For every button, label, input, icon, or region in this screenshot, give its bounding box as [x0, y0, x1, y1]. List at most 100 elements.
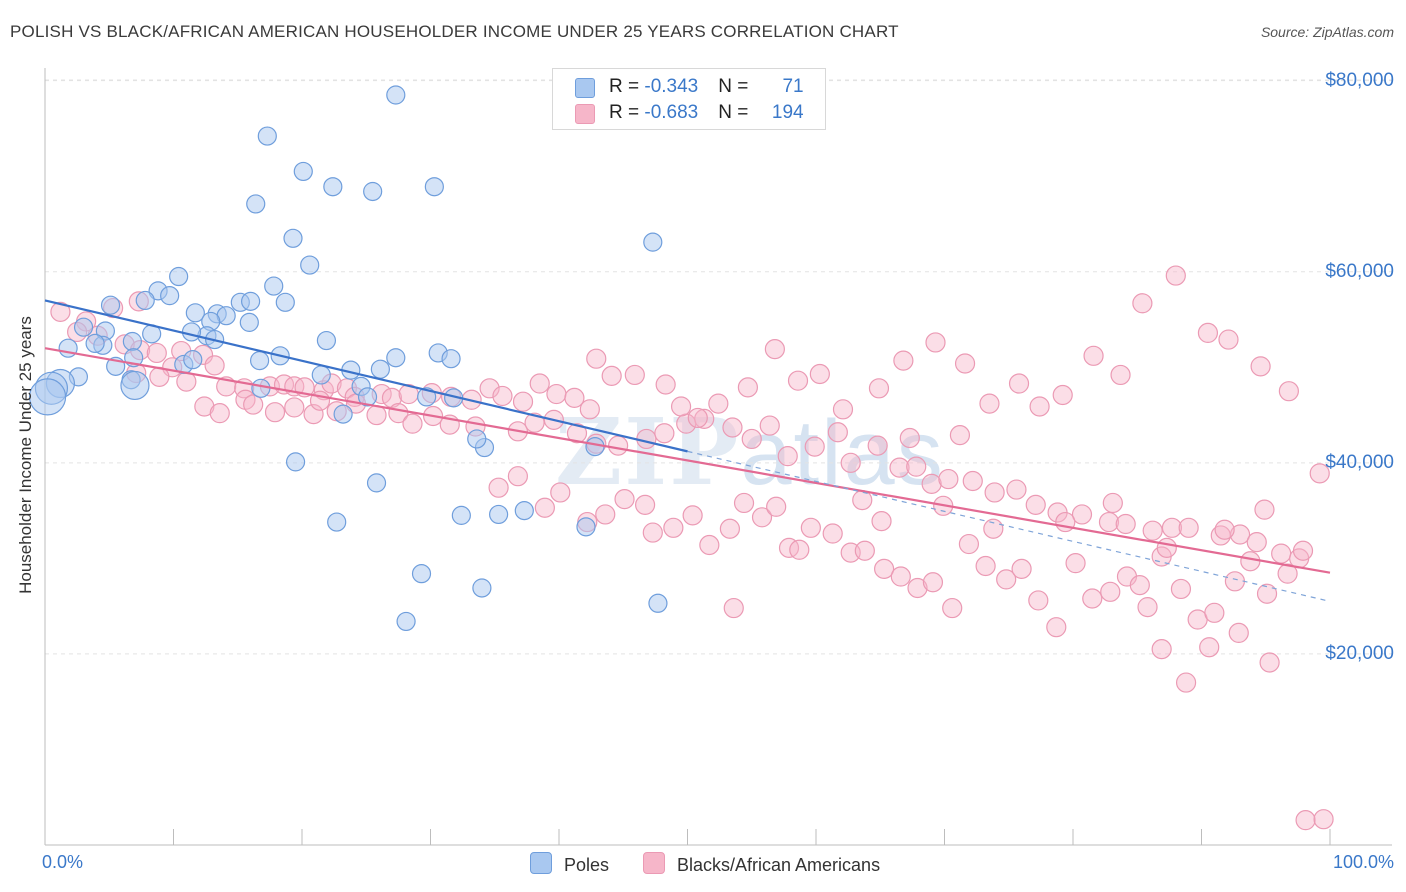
- data-point-blacks: [663, 517, 684, 538]
- data-point-blacks: [759, 415, 780, 436]
- data-point-blacks: [804, 436, 825, 457]
- data-point-blacks: [1011, 558, 1032, 579]
- data-point-blacks: [608, 435, 629, 456]
- data-point-poles: [316, 330, 337, 351]
- legend-swatch-poles: [530, 852, 552, 874]
- data-point-poles: [275, 292, 295, 312]
- legend-item-poles[interactable]: Poles: [530, 852, 609, 876]
- data-point-poles: [386, 85, 406, 105]
- data-point-blacks: [1129, 575, 1150, 596]
- data-point-blacks: [243, 394, 264, 415]
- data-point-blacks: [550, 482, 571, 503]
- r-value-poles: -0.343: [644, 76, 699, 97]
- data-point-poles: [28, 378, 67, 416]
- data-point-blacks: [402, 413, 423, 434]
- data-point-blacks: [708, 393, 729, 414]
- data-point-blacks: [601, 365, 622, 386]
- chart-title: POLISH VS BLACK/AFRICAN AMERICAN HOUSEHO…: [10, 22, 899, 41]
- data-point-blacks: [979, 393, 1000, 414]
- data-point-blacks: [1313, 809, 1334, 830]
- data-point-blacks: [822, 523, 843, 544]
- stats-swatch-blacks: [575, 104, 595, 124]
- data-point-blacks: [1029, 396, 1050, 417]
- data-point-blacks: [614, 489, 635, 510]
- data-point-poles: [58, 338, 78, 358]
- data-point-blacks: [1246, 532, 1267, 553]
- data-point-blacks: [687, 407, 708, 429]
- data-point-blacks: [778, 537, 800, 558]
- data-point-poles: [424, 177, 444, 197]
- data-point-blacks: [1170, 578, 1192, 600]
- data-point-blacks: [777, 446, 798, 467]
- data-point-blacks: [737, 377, 758, 398]
- data-point-blacks: [50, 301, 71, 322]
- data-point-blacks: [670, 396, 692, 417]
- data-point-poles: [489, 504, 509, 525]
- data-point-poles: [311, 365, 331, 385]
- data-point-poles: [370, 359, 390, 379]
- data-point-poles: [251, 378, 271, 398]
- data-point-poles: [257, 126, 277, 146]
- data-point-blacks: [1110, 364, 1131, 386]
- data-point-blacks: [766, 496, 787, 517]
- n-label: N =: [718, 102, 754, 123]
- data-point-blacks: [899, 427, 920, 449]
- data-point-poles: [122, 331, 142, 352]
- data-point-poles: [514, 501, 534, 521]
- data-point-blacks: [209, 403, 230, 424]
- data-point-blacks: [827, 422, 848, 443]
- stats-swatch-poles: [575, 78, 595, 98]
- data-point-blacks: [975, 555, 996, 577]
- data-point-blacks: [1295, 810, 1316, 831]
- data-point-blacks: [958, 533, 980, 555]
- data-point-poles: [357, 387, 378, 407]
- data-point-poles: [366, 473, 387, 493]
- data-point-poles: [417, 387, 437, 407]
- data-point-blacks: [787, 370, 809, 391]
- data-point-poles: [160, 286, 180, 306]
- x-tick-max: 100.0%: [1332, 852, 1394, 872]
- data-point-blacks: [1115, 513, 1136, 535]
- data-point-poles: [327, 512, 347, 532]
- data-point-poles: [181, 322, 202, 342]
- legend-item-blacks[interactable]: Blacks/African Americans: [643, 852, 880, 876]
- data-point-blacks: [492, 385, 513, 407]
- data-point-poles: [386, 348, 406, 368]
- r-label: R =: [609, 76, 645, 97]
- data-point-blacks: [1156, 537, 1177, 558]
- data-point-blacks: [1256, 583, 1278, 604]
- data-point-poles: [643, 232, 663, 252]
- data-point-blacks: [890, 566, 911, 587]
- data-point-blacks: [579, 399, 600, 420]
- data-point-blacks: [595, 504, 616, 525]
- data-point-blacks: [204, 355, 225, 376]
- data-point-blacks: [889, 457, 910, 478]
- data-point-blacks: [1065, 553, 1086, 574]
- data-point-blacks: [1254, 499, 1275, 520]
- data-point-blacks: [741, 428, 762, 450]
- data-point-blacks: [942, 597, 963, 619]
- data-point-blacks: [907, 577, 928, 599]
- data-point-blacks: [983, 518, 1004, 539]
- data-point-poles: [249, 351, 270, 371]
- data-point-poles: [467, 429, 487, 449]
- r-value-blacks: -0.683: [644, 102, 699, 123]
- data-point-poles: [585, 436, 605, 457]
- n-label: N =: [718, 76, 754, 97]
- data-point-poles: [264, 276, 284, 296]
- data-point-blacks: [546, 383, 567, 405]
- data-point-blacks: [1228, 622, 1249, 643]
- data-point-blacks: [564, 387, 585, 408]
- data-point-blacks: [1277, 563, 1298, 584]
- data-point-poles: [135, 290, 155, 311]
- data-point-blacks: [719, 518, 741, 539]
- data-point-blacks: [789, 539, 810, 560]
- data-point-poles: [241, 291, 261, 311]
- data-point-blacks: [694, 408, 715, 429]
- data-point-blacks: [832, 399, 854, 420]
- data-point-blacks: [1142, 520, 1163, 541]
- data-point-blacks: [682, 505, 703, 526]
- data-point-blacks: [1161, 517, 1183, 538]
- data-point-blacks: [699, 534, 720, 556]
